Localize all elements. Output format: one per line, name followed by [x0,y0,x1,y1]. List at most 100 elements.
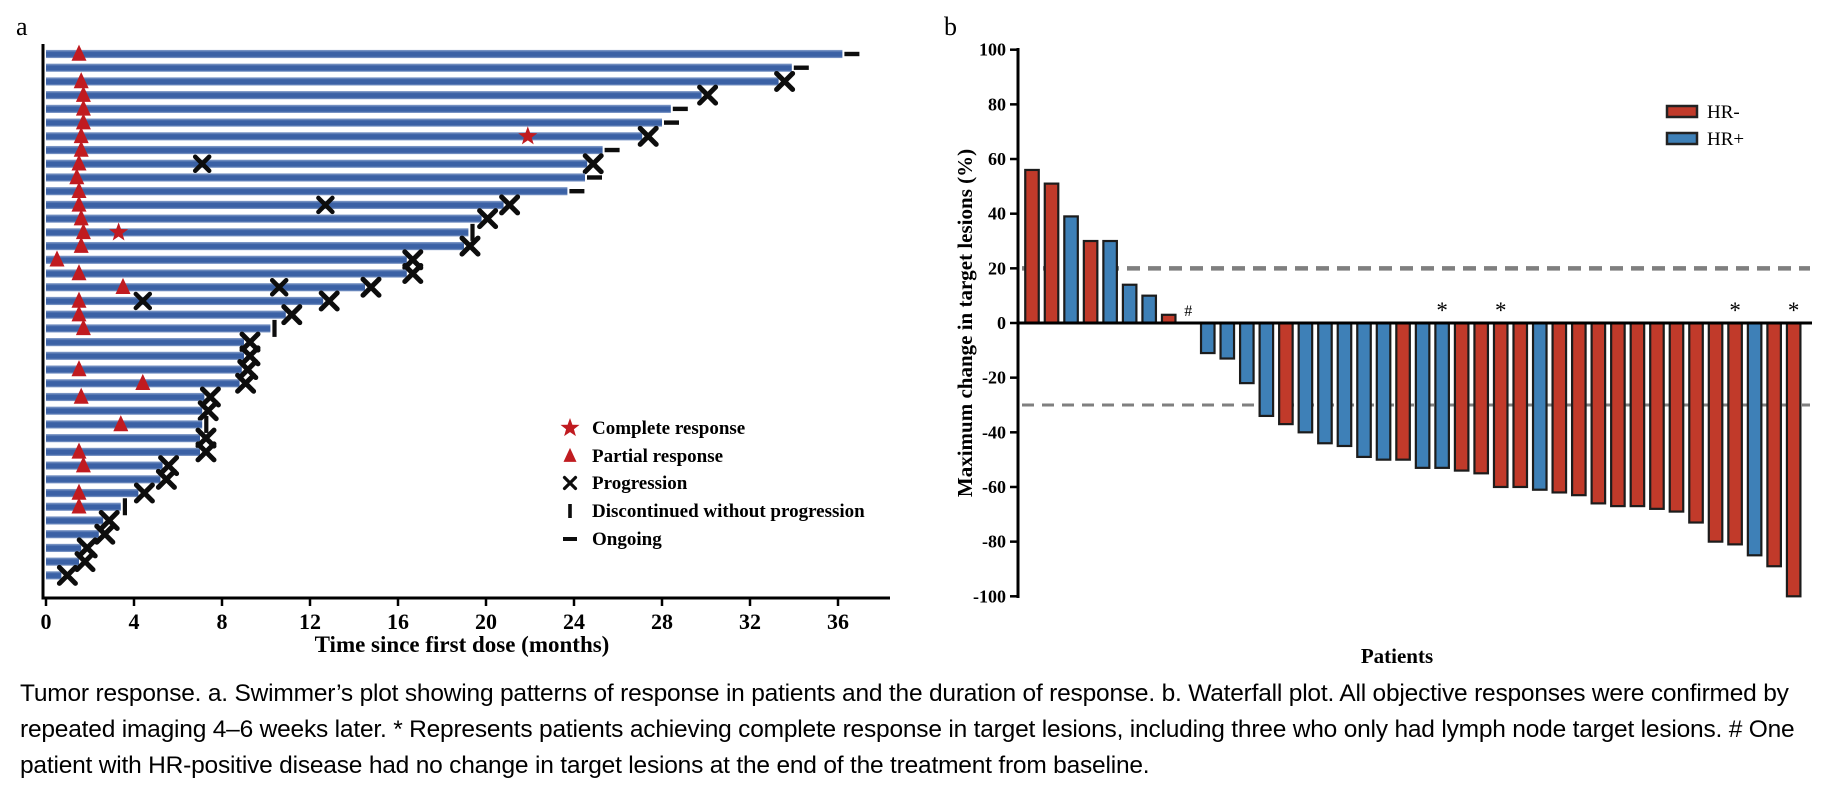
discontinued-marker [122,498,127,516]
swimmer-bar [46,475,161,484]
swimmer-bar [46,159,588,168]
waterfall-bar [1688,321,1704,524]
waterfall-bar [1649,321,1665,510]
progression-marker [582,153,604,175]
figure-caption: Tumor response. a. Swimmer’s plot showin… [20,680,1795,779]
waterfall-bar [1746,321,1763,557]
ongoing-marker [569,189,585,194]
x-axis-tick-label: 4 [129,609,140,634]
ongoing-marker [672,106,688,112]
legend-label: Progression [592,473,688,494]
waterfall-bar [1473,321,1490,475]
discontinued-marker [204,415,209,433]
waterfall-bar [1297,321,1314,434]
legend-swatch [1665,104,1699,119]
partial-response-marker [75,113,91,130]
waterfall-bar [1375,321,1392,461]
waterfall-bar [1570,321,1587,497]
y-axis-tick-label: 100 [979,40,1006,60]
ongoing-marker [793,65,809,70]
ongoing-marker [664,120,679,125]
waterfall-bar [1336,321,1353,448]
legend-label: Discontinued without progression [592,501,865,522]
swimmer-bar [46,77,779,86]
partial-response-marker [75,99,91,116]
waterfall-bar [1668,321,1685,513]
progression-marker [697,84,719,106]
y-axis-tick-label: 20 [988,258,1006,278]
legend-label: Partial response [592,446,723,467]
partial-response-marker [71,360,87,377]
waterfall-bar [1024,168,1040,325]
waterfall-bar [1629,321,1646,508]
waterfall-bar [1492,321,1509,489]
waterfall-bar [1531,321,1548,491]
partial-response-marker [71,195,87,212]
swimmer-bar [46,200,504,210]
waterfall-bar [1199,321,1216,355]
partial-response-marker [75,456,91,473]
progression-marker [197,400,219,422]
partial-response-marker [71,483,87,500]
complete-response-asterisk: * [1788,298,1800,323]
x-axis-tick-label: 0 [41,609,52,634]
partial-response-marker [71,264,87,281]
panel-b-label: b [944,12,957,41]
legend-label: Complete response [592,418,745,439]
complete-response-asterisk: * [1495,298,1507,323]
swimmer-bar [46,571,62,580]
swimmer-plot-svg: 0 4 8 12 16 20 24 28 32 36 Time since first dose (… [41,44,890,657]
partial-response-marker [73,72,89,89]
swimmer-bar [46,392,205,402]
y-axis-tick-label: -100 [973,586,1006,606]
discontinued-marker [272,319,277,337]
waterfall-bar [1278,321,1294,426]
legend-progression-icon [562,475,578,491]
waterfall-bar [1356,321,1372,459]
partial-response-marker [71,154,87,171]
progression-marker [499,194,521,216]
waterfall-bar [1063,215,1079,325]
partial-response-marker [71,442,87,459]
partial-response-marker [75,222,91,240]
x-axis-title: Time since first dose (months) [315,632,610,657]
partial-response-marker [73,140,89,157]
y-axis-tick-label: 40 [988,204,1006,224]
swimmer-bar [46,488,139,498]
partial-response-marker [73,209,89,226]
waterfall-bar [1317,321,1333,445]
partial-response-marker [71,44,87,61]
waterfall-bar [1258,321,1275,418]
waterfall-bar [1395,321,1411,461]
partial-response-marker [115,277,131,294]
swimmer-bar [46,132,643,141]
partial-response-marker [69,168,85,185]
swimmer-bar [46,324,271,333]
swimmer-bar [46,310,286,319]
progression-marker [402,263,424,285]
swimmer-bar [46,406,203,415]
waterfall-bar [1238,321,1255,385]
swimmer-bar [46,502,121,511]
waterfall-bar [1766,321,1782,568]
swimmer-bar [46,447,200,456]
y-axis-tick-label: -80 [982,532,1006,552]
swimmer-bar [46,351,244,360]
legend-complete-response-icon [560,418,580,437]
progression-marker [318,290,340,312]
waterfall-bar [1590,321,1607,505]
swimmer-bar [46,104,671,113]
complete-response-marker [109,222,129,241]
swimmer-bar [46,214,482,223]
waterfall-bar [1512,321,1529,489]
progression-marker [360,276,382,298]
swimmer-bar [46,269,407,278]
x-axis-tick-label: 16 [387,609,409,634]
swimmer-bar [46,543,82,553]
y-axis-tick-label: -60 [982,477,1006,497]
swimmer-bar [46,338,244,347]
complete-response-asterisk: * [1436,298,1448,323]
x-axis-tick-label: 32 [739,609,761,634]
waterfall-bar [1121,283,1138,325]
